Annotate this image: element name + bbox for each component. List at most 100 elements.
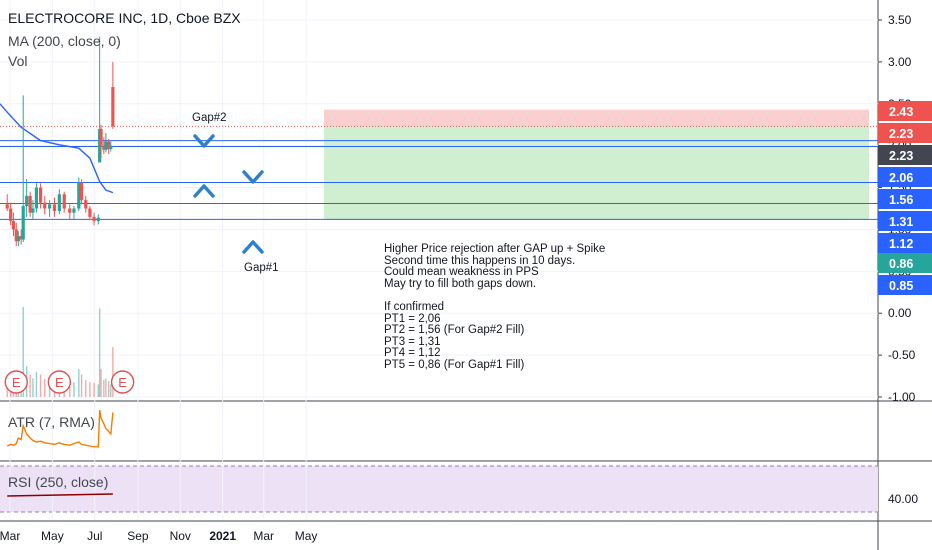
- candle: [34, 183, 39, 213]
- candle: [31, 200, 35, 220]
- candle-body: [11, 221, 16, 230]
- candle-body: [25, 195, 29, 206]
- stop-loss-zone: [324, 109, 869, 127]
- candle-body: [96, 217, 100, 222]
- ma200-line: [0, 103, 114, 194]
- gap1-label: Gap#1: [244, 262, 279, 274]
- volume-bar: [29, 374, 31, 397]
- candle: [92, 212, 96, 226]
- candle: [52, 197, 57, 217]
- volume-bar: [97, 384, 99, 397]
- note-line: PT3 = 1,31: [384, 335, 441, 348]
- candle: [99, 124, 103, 159]
- candle: [62, 191, 66, 213]
- candle-body: [57, 194, 61, 212]
- candle-body: [5, 204, 9, 209]
- earnings-marker: E: [110, 370, 135, 394]
- candle-body: [28, 195, 32, 213]
- earnings-letter: E: [12, 375, 21, 390]
- candle: [111, 61, 115, 129]
- volume-bar: [85, 380, 87, 397]
- price-axis-label: 0.00: [888, 306, 912, 320]
- price-badge-bg: [878, 101, 932, 121]
- candle: [104, 133, 108, 153]
- volume-legend-label: Vol: [8, 53, 28, 69]
- gap2-down-arrow-icon: [193, 134, 215, 148]
- price-badge-bg: [878, 233, 932, 253]
- candle: [57, 189, 61, 215]
- volume-bar: [35, 371, 38, 397]
- candle-body: [38, 187, 43, 203]
- price-badge-bg: [878, 275, 932, 295]
- candle: [11, 212, 16, 237]
- candle: [109, 141, 113, 152]
- volume-bar: [32, 378, 34, 397]
- volume-bar: [110, 384, 112, 397]
- gap2-label: Gap#2: [192, 112, 227, 124]
- price-badge-bg: [878, 211, 932, 231]
- volume-bar: [112, 347, 114, 397]
- price-badge: 0.85: [878, 275, 932, 295]
- candle-body: [16, 236, 20, 242]
- candle-body: [77, 182, 81, 209]
- price-badge-label: 0.86: [889, 257, 913, 271]
- candle: [25, 179, 29, 217]
- earnings-icon: [4, 370, 28, 394]
- rsi-line: [7, 493, 113, 497]
- gap2-up-arrow-icon: [193, 184, 215, 198]
- time-axis-label: Jul: [87, 529, 102, 543]
- price-axis-label: -1.00: [888, 390, 916, 404]
- candle: [77, 177, 81, 212]
- price-axis-label: 3.50: [888, 13, 912, 27]
- time-axis-label: 2021: [209, 529, 236, 543]
- earnings-marker: E: [4, 370, 28, 394]
- candle: [14, 222, 18, 247]
- note-line: If confirmed: [384, 300, 445, 313]
- atr-legend-label: ATR (7, RMA): [8, 414, 95, 430]
- price-badge-bg: [878, 253, 932, 273]
- rsi-legend-label: RSI (250, close): [8, 474, 109, 490]
- price-badge: 1.56: [878, 189, 932, 209]
- candle: [16, 231, 20, 247]
- price-badge-label: 1.31: [889, 215, 913, 229]
- earnings-letter: E: [118, 375, 127, 390]
- gap-down-arrow-icon: [242, 170, 264, 184]
- candle-body: [48, 204, 52, 209]
- price-badge: 2.43: [878, 101, 932, 121]
- candle-body: [52, 204, 57, 212]
- price-badge-bg: [878, 123, 932, 143]
- time-axis-label: May: [295, 529, 318, 543]
- price-badge: 2.06: [878, 167, 932, 187]
- candle-body: [72, 208, 76, 213]
- time-axis-label: Mar: [0, 529, 20, 543]
- note-line: May try to fill both gaps down.: [384, 277, 537, 290]
- price-badge-label: 2.43: [889, 105, 913, 119]
- price-badge-label: 2.23: [889, 127, 913, 141]
- volume-bar: [39, 374, 42, 397]
- candle: [102, 137, 106, 155]
- time-axis-label: May: [41, 529, 64, 543]
- price-badge: 2.23: [878, 123, 932, 143]
- volume-bar: [93, 382, 95, 397]
- volume-bar: [73, 382, 75, 397]
- candle-body: [62, 194, 66, 209]
- candle: [19, 229, 23, 245]
- price-badge-label: 2.23: [889, 149, 913, 163]
- candle-body: [107, 141, 111, 150]
- rsi-band: [0, 466, 878, 512]
- price-badge-bg: [878, 189, 932, 209]
- price-badge-label: 1.56: [889, 193, 913, 207]
- candle: [88, 205, 92, 220]
- time-axis-label: Nov: [170, 529, 191, 543]
- volume-bar: [100, 369, 102, 397]
- candle-body: [88, 208, 92, 217]
- candle: [28, 191, 32, 217]
- candle: [38, 183, 43, 209]
- price-badge-bg: [878, 145, 932, 165]
- volume-bar: [78, 369, 80, 397]
- chart-title: ELECTROCORE INC, 1D, Cboe BZX: [8, 10, 241, 26]
- note-line: Second time this happens in 10 days.: [384, 254, 576, 267]
- price-badge: 1.12: [878, 233, 932, 253]
